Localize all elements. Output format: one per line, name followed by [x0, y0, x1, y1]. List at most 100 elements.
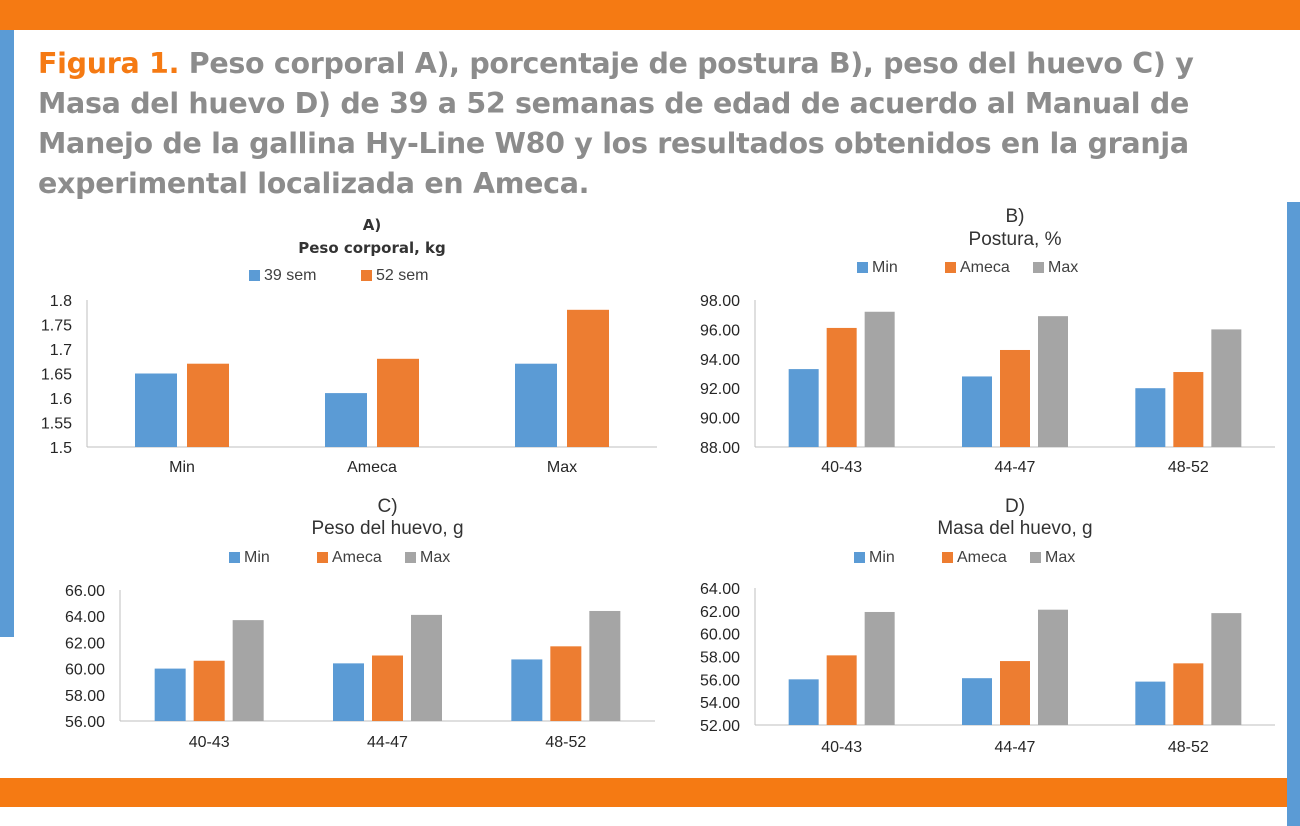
chart-d-bar-0-0 — [788, 679, 819, 725]
figure-caption-text: Peso corporal A), porcentaje de postura … — [38, 47, 1194, 200]
chart-d-ytick-6: 64.00 — [700, 581, 740, 598]
chart-a-ytick-6: 1.8 — [50, 293, 72, 310]
chart-b-ytick-1: 90.00 — [700, 411, 740, 428]
chart-a-category-label-0: Min — [169, 459, 195, 476]
chart-d-legend-swatch-2 — [1030, 552, 1041, 563]
chart-b-title: B) — [1006, 206, 1025, 227]
chart-c-subtitle: Peso del huevo, g — [311, 518, 463, 539]
chart-d-category-label-1: 44-47 — [995, 739, 1036, 756]
chart-a-subtitle: Peso corporal, kg — [298, 239, 446, 257]
chart-b-laying: B)Postura, % Min Ameca Max 88.00 90.00 92.00 94… — [700, 206, 1275, 476]
chart-b-ytick-0: 88.00 — [700, 440, 740, 457]
chart-c-bar-0-0 — [154, 668, 186, 721]
chart-b-bar-1-0 — [962, 376, 992, 447]
chart-a-body-weight: A) Peso corporal, kg 39 sem 52 sem 1.5 1.55 1.… — [41, 216, 657, 476]
chart-a-category-label-1: Ameca — [347, 459, 397, 476]
chart-b-bar-1-1 — [1000, 349, 1030, 447]
figure-label: Figura 1. — [38, 47, 180, 80]
chart-a-legend-swatch-1 — [361, 270, 372, 281]
chart-b-bar-0-0 — [788, 369, 819, 447]
chart-b-category-label-1: 44-47 — [995, 459, 1036, 476]
chart-d-bar-1-1 — [1000, 661, 1030, 725]
chart-d-bar-1-2 — [1038, 609, 1068, 725]
chart-c-bar-2-1 — [550, 646, 582, 721]
chart-b-legend-label-0: Min — [872, 259, 898, 276]
chart-d-category-label-0: 40-43 — [821, 739, 862, 756]
chart-a-legend-label-1: 52 sem — [376, 267, 428, 284]
chart-a-bar-1-1 — [377, 358, 419, 447]
chart-d-egg-mass: D)Masa del huevo, g Min Ameca Max 52.00 54.00… — [700, 496, 1275, 756]
chart-a-bar-0-1 — [187, 363, 229, 447]
chart-d-ytick-2: 56.00 — [700, 672, 740, 689]
top-accent-bar — [0, 0, 1300, 30]
chart-d-title: D) — [1005, 496, 1025, 517]
chart-b-ytick-2: 92.00 — [700, 381, 740, 398]
chart-c-ytick-4: 64.00 — [65, 609, 105, 626]
chart-c-legend-label-1: Ameca — [332, 549, 382, 566]
chart-c-bar-2-0 — [511, 659, 543, 721]
chart-c-category-label-1: 44-47 — [367, 734, 408, 751]
chart-a-ytick-5: 1.75 — [41, 318, 72, 335]
chart-d-bar-2-0 — [1135, 681, 1166, 725]
chart-c-ytick-1: 58.00 — [65, 688, 105, 705]
chart-b-legend-swatch-2 — [1033, 262, 1044, 273]
chart-a-category-label-2: Max — [547, 459, 577, 476]
chart-c-legend-label-2: Max — [420, 549, 450, 566]
chart-d-bar-2-2 — [1211, 613, 1242, 725]
chart-b-legend-label-1: Ameca — [960, 259, 1010, 276]
chart-a-bar-1-0 — [325, 393, 367, 447]
chart-b-legend-swatch-0 — [857, 262, 868, 273]
chart-d-ytick-3: 58.00 — [700, 650, 740, 667]
chart-b-bar-1-2 — [1038, 316, 1068, 447]
chart-c-bar-1-1 — [372, 655, 403, 721]
chart-b-ytick-5: 98.00 — [700, 293, 740, 310]
chart-c-bar-1-2 — [411, 614, 442, 721]
chart-d-legend-label-2: Max — [1045, 549, 1075, 566]
chart-d-ytick-4: 60.00 — [700, 627, 740, 644]
chart-d-legend-swatch-0 — [854, 552, 865, 563]
chart-b-bar-0-2 — [864, 311, 895, 447]
chart-c-ytick-3: 62.00 — [65, 635, 105, 652]
figure-caption: Figura 1. Peso corporal A), porcentaje d… — [38, 44, 1278, 204]
chart-b-ytick-4: 96.00 — [700, 322, 740, 339]
chart-a-ytick-2: 1.6 — [50, 391, 72, 408]
chart-d-legend-swatch-1 — [942, 552, 953, 563]
chart-c-ytick-2: 60.00 — [65, 662, 105, 679]
chart-a-bar-0-0 — [135, 373, 177, 447]
chart-c-legend-label-0: Min — [244, 549, 270, 566]
chart-d-bar-0-1 — [826, 655, 857, 725]
chart-b-legend-label-2: Max — [1048, 259, 1078, 276]
chart-c-category-label-0: 40-43 — [189, 734, 230, 751]
chart-c-bar-0-1 — [193, 660, 225, 721]
chart-c-legend-swatch-0 — [229, 552, 240, 563]
chart-b-ytick-3: 94.00 — [700, 352, 740, 369]
bottom-accent-bar — [0, 778, 1287, 807]
left-accent-stripe — [0, 30, 14, 637]
chart-d-subtitle: Masa del huevo, g — [937, 518, 1092, 539]
chart-b-bar-2-1 — [1173, 372, 1204, 447]
chart-d-category-label-2: 48-52 — [1168, 739, 1209, 756]
chart-c-ytick-5: 66.00 — [65, 583, 105, 600]
chart-d-legend-label-1: Ameca — [957, 549, 1007, 566]
chart-b-legend-swatch-1 — [945, 262, 956, 273]
chart-d-ytick-1: 54.00 — [700, 695, 740, 712]
chart-d-ytick-5: 62.00 — [700, 604, 740, 621]
chart-a-ytick-0: 1.5 — [50, 440, 72, 457]
chart-c-legend-swatch-2 — [405, 552, 416, 563]
chart-c-title: C) — [377, 496, 397, 517]
chart-a-legend-swatch-0 — [249, 270, 260, 281]
chart-c-bar-0-2 — [232, 620, 264, 721]
chart-c-bar-2-2 — [589, 610, 621, 721]
chart-d-bar-2-1 — [1173, 663, 1204, 725]
chart-b-bar-2-2 — [1211, 329, 1242, 447]
chart-a-bar-2-0 — [515, 363, 557, 447]
chart-b-subtitle: Postura, % — [969, 229, 1062, 250]
chart-a-ytick-1: 1.55 — [41, 416, 72, 433]
chart-d-ytick-0: 52.00 — [700, 718, 740, 735]
chart-c-egg-weight: C)Peso del huevo, g Min Ameca Max 56.00 58.00… — [65, 496, 655, 751]
chart-c-ytick-0: 56.00 — [65, 714, 105, 731]
chart-c-legend-swatch-1 — [317, 552, 328, 563]
right-accent-stripe — [1287, 202, 1300, 826]
chart-a-bar-2-1 — [567, 309, 609, 447]
chart-d-bar-0-2 — [864, 611, 895, 725]
